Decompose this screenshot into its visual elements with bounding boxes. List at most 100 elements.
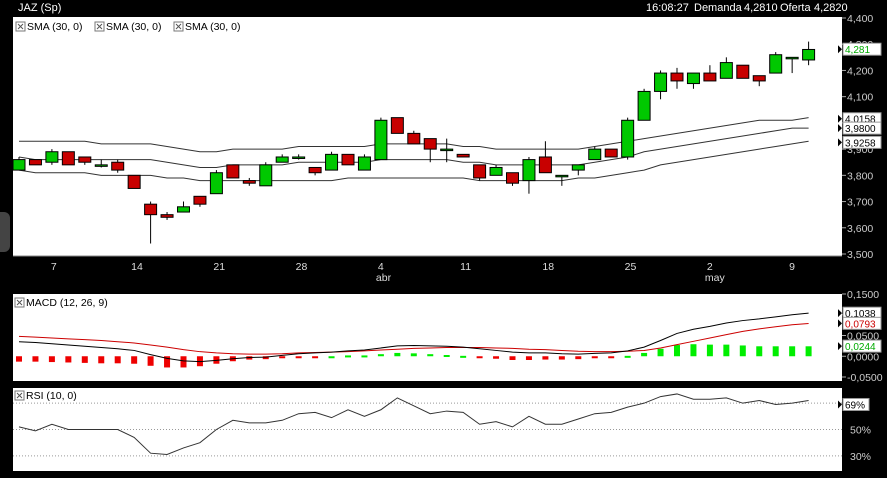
price-ytick-label: 4,200 (847, 65, 873, 77)
macd-hist-bar (624, 355, 631, 358)
price-badge-pointer (838, 45, 842, 54)
candle-body (325, 153, 339, 171)
candle-body (111, 161, 125, 171)
macd-signal-line (18, 322, 809, 355)
candle-body (686, 72, 700, 85)
close-x-icon (16, 299, 23, 306)
candle-body (275, 156, 289, 163)
macd-hist-bar (147, 356, 154, 366)
macd-hist-bar (591, 356, 598, 359)
macd-hist-bar (674, 345, 680, 357)
macd-hist-bar (690, 344, 697, 357)
x-day-label: 9 (789, 261, 795, 273)
panels (0, 17, 842, 471)
macd-hist-bar (608, 356, 615, 359)
macd-hist-bar (377, 354, 384, 357)
candle-body (177, 206, 190, 213)
candle-body (440, 148, 454, 152)
symbol-title: JAZ (Sp) (18, 2, 62, 14)
candle-body (12, 159, 26, 171)
macd-hist-bar (81, 356, 88, 363)
macd-hist-bar (706, 344, 713, 357)
price-badge-pointer (838, 124, 842, 133)
sma-middle-line (18, 127, 809, 168)
candle-body (654, 72, 668, 92)
macd-hist-bar (509, 356, 516, 360)
candle-body (341, 153, 355, 166)
price-badge-text: 4,281 (845, 45, 870, 56)
rsi-panel[interactable] (13, 393, 842, 457)
x-day-label: 14 (131, 261, 143, 273)
macd-hist-bar (65, 356, 72, 363)
candle-body (637, 90, 651, 121)
macd-badge-box (842, 339, 882, 353)
macd-badge-pointer (838, 309, 842, 318)
macd-hist-bar (361, 355, 368, 358)
close-x-icon (16, 392, 23, 399)
x-day-label: 2 (707, 261, 713, 273)
oferta-label: Oferta (780, 2, 811, 14)
candle-body (144, 203, 158, 216)
x-day-label: 7 (51, 261, 57, 273)
macd-hist-bar (460, 355, 467, 358)
candle-body (506, 172, 519, 184)
candle-body (292, 156, 306, 159)
oferta-value: 4,2820 (814, 2, 848, 14)
clock: 16:08:27 (646, 2, 689, 14)
price-ytick-label: 3,700 (847, 197, 873, 209)
candle-body (571, 164, 585, 171)
macd-hist-bar (98, 356, 105, 364)
macd-hist-bar (427, 354, 434, 357)
macd-title: MACD (12, 26, 9) (26, 297, 108, 309)
macd-hist-bar (180, 356, 187, 368)
price-badge-text: 3,9258 (845, 138, 876, 149)
close-x-icon (96, 23, 103, 30)
title-bar: JAZ (Sp) 16:08:27 Demanda 4,2810 Oferta … (0, 0, 887, 17)
candle-body (473, 164, 487, 179)
candle-body (736, 64, 750, 79)
x-day-label: 4 (378, 261, 384, 273)
macd-ytick-label: 0,1500 (847, 289, 879, 301)
macd-badge-box (842, 316, 882, 330)
price-badge-text: 3,9800 (845, 124, 876, 135)
macd-ytick-label: 0,0000 (847, 351, 879, 363)
macd-hist-bar (312, 356, 319, 359)
price-panel[interactable] (12, 41, 816, 244)
close-x-icon (17, 23, 24, 30)
price-badge-box (842, 135, 882, 149)
x-day-label: 21 (213, 261, 225, 273)
price-badge-box (842, 42, 882, 56)
candle-body (489, 166, 503, 176)
macd-hist-bar (657, 348, 664, 357)
sma-lower-line (18, 140, 809, 182)
candle-body (308, 166, 322, 174)
macd-hist-bar (525, 356, 532, 360)
candle-body (160, 214, 174, 218)
x-day-label: 28 (296, 261, 308, 273)
chart-labels: 4,4004,3004,2004,1004,0003,9003,8003,700… (14, 13, 883, 463)
candle-body (719, 62, 733, 79)
macd-panel[interactable] (16, 312, 812, 368)
candle-body (259, 164, 273, 187)
candle-body (802, 48, 816, 61)
sma-legend-label: SMA (30, 0) (106, 21, 161, 33)
macd-ytick-label: -0,0500 (847, 372, 883, 384)
rsi-title: RSI (10, 0) (26, 390, 77, 402)
macd-hist-bar (476, 356, 483, 359)
macd-badge-pointer (838, 319, 842, 328)
macd-badge-text: 0,1038 (845, 309, 876, 320)
candle-body (555, 174, 569, 178)
macd-hist-bar (32, 356, 39, 362)
x-day-label: 25 (625, 261, 637, 273)
candle-body (242, 180, 256, 184)
price-ytick-label: 3,600 (847, 223, 873, 235)
candle-body (226, 164, 240, 179)
macd-hist-bar (739, 345, 746, 357)
macd-hist-bar (443, 355, 450, 358)
side-scroll-handle[interactable] (0, 212, 10, 252)
price-ytick-label: 3,800 (847, 170, 873, 182)
macd-ytick-label: 0,0500 (847, 331, 879, 343)
candle-body (407, 132, 421, 145)
candle-body (423, 138, 437, 150)
